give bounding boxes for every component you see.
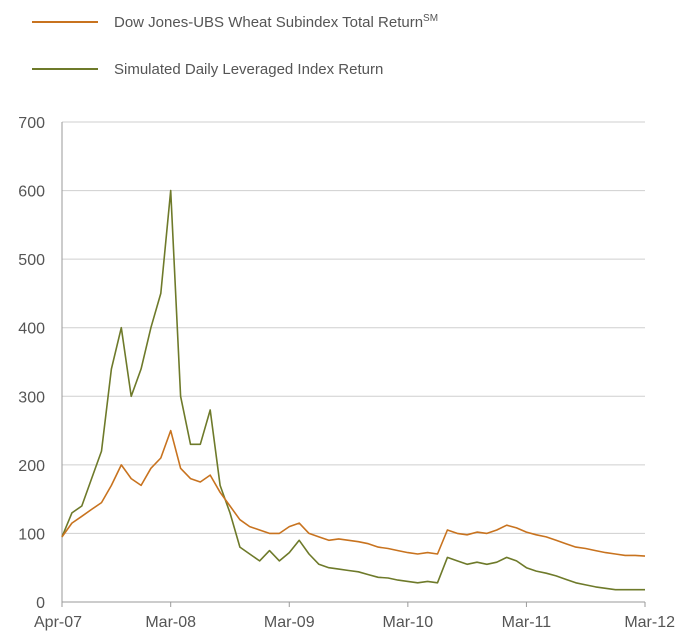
- y-tick-label: 700: [18, 115, 45, 132]
- x-tick-label: Mar-08: [145, 614, 196, 631]
- y-tick-label: 100: [18, 526, 45, 543]
- legend: Dow Jones-UBS Wheat Subindex Total Retur…: [32, 13, 438, 78]
- y-tick-label: 300: [18, 389, 45, 406]
- series-line-wheat-subindex: [61, 429, 646, 557]
- y-tick-label: 500: [18, 252, 45, 269]
- y-tick-label: 400: [18, 321, 45, 338]
- legend-superscript: SM: [423, 13, 438, 24]
- x-tick-label: Mar-12: [624, 614, 675, 631]
- y-tick-label: 600: [18, 184, 45, 201]
- x-axis-ticks: Apr-07 Mar-08 Mar-09 Mar-10 Mar-11 Mar-12: [34, 602, 675, 631]
- x-tick-label: Mar-09: [264, 614, 315, 631]
- legend-label-leveraged-index: Simulated Daily Leveraged Index Return: [114, 61, 383, 78]
- x-tick-label: Apr-07: [34, 614, 82, 631]
- y-axis-ticks: 0 100 200 300 400 500 600 700: [18, 115, 45, 612]
- x-tick-label: Mar-11: [502, 614, 552, 631]
- series-line-leveraged-index: [61, 189, 645, 591]
- y-tick-label: 200: [18, 458, 45, 475]
- x-tick-label: Mar-10: [383, 614, 434, 631]
- legend-label-wheat-subindex: Dow Jones-UBS Wheat Subindex Total Retur…: [114, 13, 438, 31]
- series-layer: [61, 189, 646, 591]
- gridlines: [62, 121, 645, 534]
- axes: [61, 122, 645, 603]
- y-tick-label: 0: [36, 595, 45, 612]
